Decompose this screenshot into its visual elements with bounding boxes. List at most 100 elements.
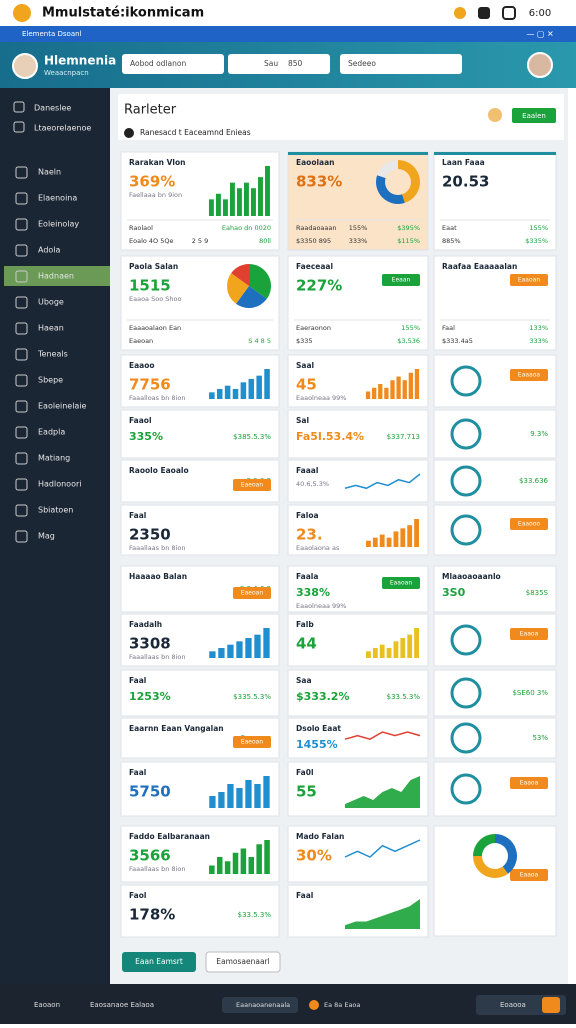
card-row-text: Raolaol — [129, 224, 153, 232]
card-label: Eaoolaan — [296, 158, 335, 167]
mini-bar — [248, 857, 255, 874]
mini-bar — [248, 379, 255, 399]
nav-item[interactable]: Adola — [38, 246, 61, 255]
nav-item[interactable]: Naeln — [38, 168, 61, 177]
tray-icon[interactable] — [542, 997, 560, 1013]
nav-item[interactable]: Sbiatoen — [38, 506, 73, 515]
nav-icon — [15, 400, 28, 413]
user-avatar[interactable] — [12, 53, 38, 79]
nav-item[interactable]: Sbepe — [38, 376, 63, 385]
card-value: $333.2% — [296, 690, 349, 703]
mini-bar — [222, 199, 228, 216]
nav-item[interactable]: Eadpla — [38, 428, 65, 437]
nav-item[interactable]: Mag — [38, 532, 55, 541]
mini-bar — [366, 651, 371, 658]
mini-bar — [264, 369, 270, 399]
card-badge[interactable] — [510, 274, 548, 286]
card — [433, 565, 557, 613]
card-badge[interactable] — [382, 577, 420, 589]
card-badge[interactable] — [233, 587, 271, 599]
card — [120, 669, 280, 717]
card-badge[interactable] — [510, 777, 548, 789]
card-badge-label: Eaeoan — [241, 739, 264, 746]
mini-bar — [236, 788, 243, 808]
nav-icon — [15, 192, 28, 205]
user-role: Weaacnpacn — [44, 69, 89, 77]
card-value: 1253% — [129, 690, 171, 703]
mini-area — [345, 776, 420, 808]
window-controls[interactable]: — ▢ ✕ — [526, 30, 553, 39]
taskbar-tab[interactable] — [222, 997, 298, 1013]
app-title: Mmulstaté:ikonmicam — [42, 6, 204, 21]
card-badge[interactable] — [510, 628, 548, 640]
card-badge[interactable] — [233, 479, 271, 491]
card-row-text: $335% — [525, 237, 548, 245]
nav-item[interactable]: Hadnaen — [38, 272, 74, 281]
nav-item[interactable]: Eoleinolay — [38, 220, 79, 229]
mini-bar — [209, 865, 215, 874]
filter-dropdown[interactable] — [228, 54, 330, 74]
nav-item[interactable]: Teneals — [37, 350, 68, 359]
card-badge[interactable] — [510, 869, 548, 881]
nav-icon — [15, 322, 28, 335]
card-badge[interactable] — [233, 736, 271, 748]
dropdown-label: Sau — [264, 59, 278, 68]
toolbar-avatar[interactable] — [488, 108, 502, 122]
nav-item[interactable]: Uboge — [38, 298, 64, 307]
search-placeholder: Aobod odlanon — [130, 59, 186, 68]
card-value: 20.53 — [442, 173, 489, 191]
mini-bar — [402, 380, 407, 399]
card-icon — [450, 514, 482, 546]
card-subtext: 40.6,5.3% — [296, 480, 329, 488]
card-value: 30% — [296, 847, 332, 865]
nav-icon — [15, 296, 28, 309]
search-box[interactable] — [122, 54, 224, 74]
pie-slice — [236, 286, 267, 308]
card-badge[interactable] — [382, 274, 420, 286]
card — [433, 717, 557, 759]
profile-avatar[interactable] — [527, 52, 553, 78]
nav-item[interactable]: Hadlonoori — [38, 480, 81, 489]
mini-area — [345, 899, 420, 929]
mini-bar — [263, 776, 270, 808]
card — [120, 504, 280, 556]
card-label: Falb — [296, 620, 314, 629]
card — [287, 669, 429, 717]
mini-bar — [216, 857, 223, 874]
nav-item[interactable]: Haean — [38, 324, 64, 333]
card-label: Haaaao Balan — [129, 572, 187, 581]
primary-button[interactable] — [122, 952, 196, 972]
mini-bar — [254, 784, 261, 808]
mini-bar — [393, 531, 399, 547]
card-subtext: Faaallaas bn 8ion — [129, 544, 185, 552]
nav-item[interactable]: Elaenoina — [38, 194, 77, 203]
mini-bar — [263, 628, 270, 658]
card-value: 1515 — [129, 277, 171, 295]
card-icon — [450, 365, 482, 397]
card-icon — [450, 677, 482, 709]
nav-item[interactable]: Eaoleinelaie — [38, 402, 87, 411]
secondary-button[interactable] — [205, 951, 281, 973]
card-row-text: 2 5 9 — [192, 237, 209, 245]
card-badge-label: Eaaoan — [390, 580, 412, 587]
mini-bar — [232, 852, 239, 874]
card-row-text: Eahao dn 0020 — [222, 224, 271, 232]
card-badge[interactable] — [510, 369, 548, 381]
card-badge-label: Eaaooo — [518, 521, 540, 528]
nav-top-item[interactable]: Daneslee — [34, 104, 71, 113]
subtitle-icon — [124, 128, 134, 138]
card-value: 227% — [296, 277, 342, 295]
mini-bar — [218, 648, 225, 658]
nav-item[interactable]: Matiang — [38, 454, 70, 463]
mini-bar — [258, 177, 263, 216]
card-label: Faal — [129, 511, 146, 520]
card-value: Fa5l.53.4% — [296, 430, 364, 443]
donut-hole — [385, 169, 411, 195]
card-badge[interactable] — [510, 518, 548, 530]
nav-top-item[interactable]: Ltaeorelaenoe — [34, 124, 91, 133]
mini-line — [344, 473, 421, 490]
search-box-2[interactable] — [340, 54, 462, 74]
mini-bar — [227, 784, 234, 808]
toolbar-button[interactable] — [512, 108, 556, 123]
card-label: Paola Salan — [129, 262, 178, 271]
